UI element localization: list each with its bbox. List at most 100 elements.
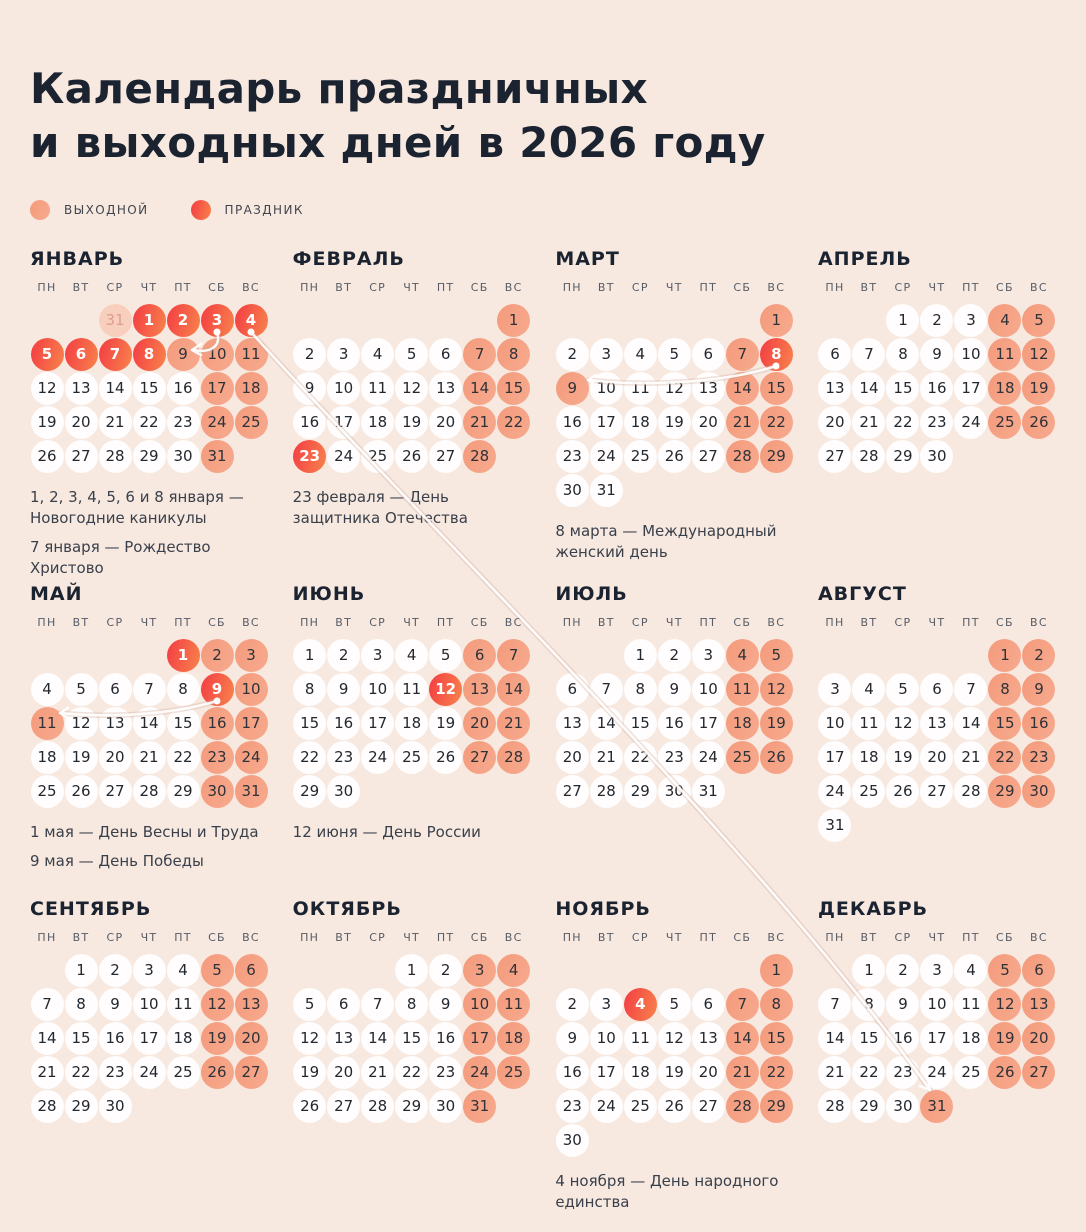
day-cell: 23 [555,1089,589,1123]
day-circle: 7 [725,337,759,371]
day-circle: 18 [852,740,886,774]
month-notes: 4 ноября — День народного единства [555,1171,793,1213]
day-circle: 1 [395,953,429,987]
day-cell: 18 [361,405,395,439]
month-note: 4 ноября — День народного единства [555,1172,779,1211]
month-name: АПРЕЛЬ [817,248,912,270]
day-circle: 14 [954,706,988,740]
day-circle: 18 [623,405,657,439]
day-cell: 15 [132,371,166,405]
day-circle: 22 [497,405,531,439]
day-cell: 8 [759,987,793,1021]
day-circle: 20 [64,405,98,439]
day-cell: 14 [30,1021,64,1055]
weekday-label: ПТ [436,931,455,944]
weekend-dot-icon [30,200,50,220]
day-cell: 22 [293,740,327,774]
day-circle: 10 [954,337,988,371]
day-circle: 4 [30,672,64,706]
day-circle: 18 [166,1021,200,1055]
day-cell: 12 [988,987,1022,1021]
day-cell: 13 [234,987,268,1021]
day-circle: 27 [1022,1055,1056,1089]
day-cell: 18 [623,405,657,439]
day-cell: 12 [886,706,920,740]
day-circle: 21 [818,1055,852,1089]
legend-item-holiday: ПРАЗДНИК [190,200,304,220]
day-circle: 28 [497,740,531,774]
day-circle: 17 [589,405,623,439]
day-cell: 17 [463,1021,497,1055]
day-cell: 7 [725,987,759,1021]
day-circle: 1 [759,953,793,987]
day-cell: 26 [657,1089,691,1123]
day-circle: 19 [988,1021,1022,1055]
weekday-label: СР [106,931,124,944]
day-circle: 28 [30,1089,64,1123]
day-cell: 20 [463,706,497,740]
day-cell: 13 [1022,987,1056,1021]
day-cell: 8 [132,337,166,371]
day-cell: 29 [395,1089,429,1123]
day-cell: 12 [200,987,234,1021]
day-circle: 10 [589,1021,623,1055]
day-circle: 30 [200,774,234,808]
day-cell: 17 [920,1021,954,1055]
day-cell: 7 [463,337,497,371]
day-cell: 9 [429,987,463,1021]
weekday-label: ПН [825,931,845,944]
day-circle: 19 [395,405,429,439]
day-cell: 24 [589,1089,623,1123]
day-cell: 26 [429,740,463,774]
day-circle: 6 [64,337,98,371]
days-grid: 1 2 3 4 5 6 7 8 9 10 11 12 13 14 15 16 17 18 19 20 21 22 23 24 2… [818,303,1056,473]
day-circle: 13 [691,371,725,405]
day-cell: 21 [98,405,132,439]
day-cell: 16 [1022,706,1056,740]
day-circle: 2 [200,638,234,672]
day-cell: 17 [200,371,234,405]
day-circle: 26 [395,439,429,473]
day-circle: 23 [1022,740,1056,774]
weekday-label: ЧТ [403,931,421,944]
day-circle: 14 [852,371,886,405]
weekday-label: ПН [300,281,320,294]
day-circle: 24 [463,1055,497,1089]
weekday-label: СБ [733,616,752,629]
empty-cell [725,303,759,337]
day-circle: 30 [920,439,954,473]
day-cell: 20 [327,1055,361,1089]
day-circle: 30 [657,774,691,808]
empty-cell [361,953,395,987]
day-circle: 21 [497,706,531,740]
day-circle: 22 [886,405,920,439]
day-circle: 3 [234,638,268,672]
day-cell: 30 [886,1089,920,1123]
day-cell: 10 [920,987,954,1021]
day-circle: 13 [691,1021,725,1055]
day-cell: 5 [429,638,463,672]
day-circle: 5 [988,953,1022,987]
day-cell: 29 [293,774,327,808]
day-cell: 26 [1022,405,1056,439]
empty-cell [555,953,589,987]
weekday-label: ПТ [699,931,718,944]
day-circle: 24 [691,740,725,774]
day-circle: 11 [988,337,1022,371]
day-cell: 3 [132,953,166,987]
day-cell: 12 [293,1021,327,1055]
weekday-label: ЧТ [665,931,683,944]
day-circle: 11 [725,672,759,706]
day-cell: 31 [98,303,132,337]
day-circle: 16 [920,371,954,405]
day-circle: 7 [818,987,852,1021]
day-cell: 7 [818,987,852,1021]
day-circle: 4 [954,953,988,987]
empty-cell [64,638,98,672]
day-cell: 11 [166,987,200,1021]
day-circle: 10 [463,987,497,1021]
day-circle: 10 [920,987,954,1021]
day-cell: 26 [293,1089,327,1123]
month-july: ИЮЛЬ ПН ВТ СР ЧТ ПТ СБ ВС 1 2 3 4 5 6 7 8 9 10 11 12 13 14 15 1… [555,583,793,808]
day-circle: 21 [589,740,623,774]
